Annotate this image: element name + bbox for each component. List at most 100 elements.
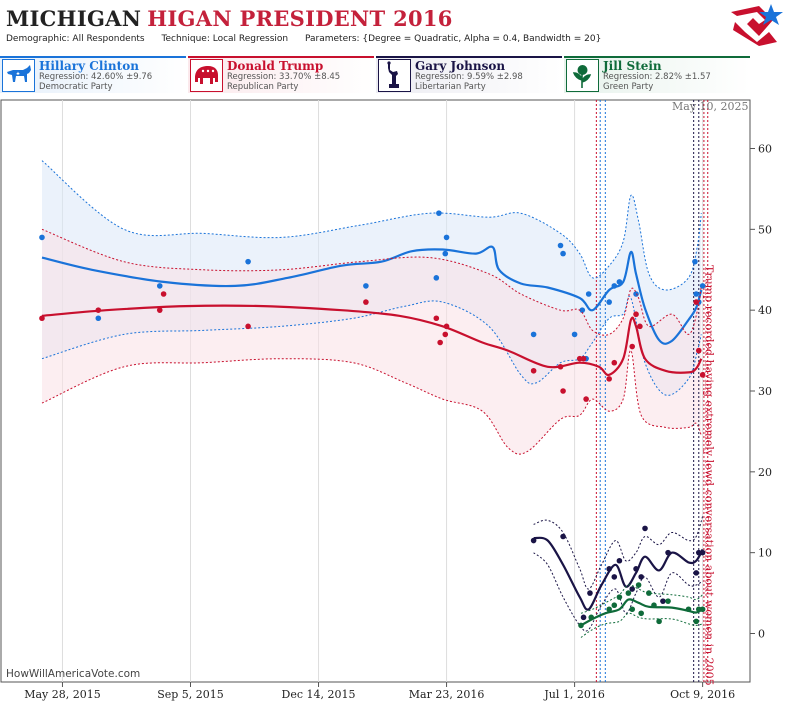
y-tick-label: 60 <box>758 143 772 156</box>
poll-point <box>699 283 706 289</box>
y-tick-label: 10 <box>758 547 772 560</box>
poll-point <box>629 343 636 350</box>
poll-point <box>95 307 102 313</box>
trend-line <box>580 598 704 627</box>
site-watermark: HowWillAmericaVote.com <box>6 668 141 680</box>
poll-point <box>583 396 589 402</box>
chart-header: MICHIGAN HIGAN PRESIDENT 2016 Demographic… <box>0 0 789 56</box>
candidate-party: Green Party <box>603 82 654 92</box>
poll-point <box>530 367 537 374</box>
poll-point <box>633 311 639 318</box>
poll-point <box>606 566 612 572</box>
candidate-party: Republican Party <box>227 82 299 92</box>
lower-bound-line <box>580 612 703 638</box>
poll-point <box>443 323 450 330</box>
poll-point <box>160 291 167 297</box>
poll-point <box>633 566 639 572</box>
poll-point <box>436 210 442 216</box>
candidate-regression: Regression: 33.70% ±8.45 <box>227 72 341 82</box>
current-date-label: May 10, 2025 <box>672 100 749 113</box>
poll-point <box>611 359 618 366</box>
poll-point <box>585 291 592 297</box>
poll-point <box>693 299 700 305</box>
lower-bound-line <box>533 552 703 632</box>
candidate-card-trump[interactable]: Donald Trump Regression: 33.70% ±8.45 Re… <box>188 56 374 93</box>
y-tick-label: 40 <box>758 304 772 317</box>
upper-bound-line <box>41 160 702 291</box>
poll-point <box>685 606 692 613</box>
poll-point <box>635 582 642 588</box>
chart-title: MICHIGAN HIGAN PRESIDENT 2016 <box>6 6 453 31</box>
x-tick-label: May 28, 2015 <box>24 688 101 701</box>
technique-label: Technique: Local Regression <box>161 34 289 44</box>
candidate-party: Libertarian Party <box>415 82 486 92</box>
poll-point <box>606 299 612 305</box>
poll-point <box>245 258 251 265</box>
poll-point <box>530 331 537 338</box>
x-tick-label: Dec 14, 2015 <box>282 688 356 701</box>
poll-point <box>578 622 584 629</box>
poll-point <box>616 594 623 600</box>
y-tick-label: 20 <box>758 466 772 479</box>
rose-flower-icon <box>566 59 599 92</box>
poll-point <box>637 323 643 330</box>
poll-point <box>363 283 369 289</box>
poll-point <box>611 283 618 289</box>
x-tick-label: Mar 23, 2016 <box>409 688 485 701</box>
poll-point <box>363 299 369 305</box>
candidate-party: Democratic Party <box>39 82 113 92</box>
poll-point <box>433 315 440 322</box>
candidate-regression: Regression: 9.59% ±2.98 <box>415 72 523 82</box>
poll-point <box>437 339 443 346</box>
poll-point <box>95 315 102 322</box>
candidate-card-johnson[interactable]: Gary Johnson Regression: 9.59% ±2.98 Lib… <box>376 56 562 93</box>
poll-point <box>629 586 636 592</box>
poll-point <box>442 250 449 257</box>
poll-point <box>695 347 702 354</box>
chart-parameters: Demographic: All Respondents Technique: … <box>6 34 615 44</box>
y-tick-label: 30 <box>758 385 772 398</box>
title-race: HIGAN PRESIDENT 2016 <box>147 6 453 31</box>
poll-point <box>606 606 612 613</box>
poll-point <box>642 525 648 532</box>
y-tick-label: 50 <box>758 223 772 236</box>
poll-point <box>442 331 449 338</box>
poll-point <box>576 355 583 362</box>
demographic-label: Demographic: All Respondents <box>6 34 145 44</box>
poll-point <box>530 537 537 544</box>
candidate-name: Hillary Clinton <box>39 59 139 73</box>
poll-point <box>695 606 702 613</box>
poll-point <box>443 234 450 241</box>
upper-bound-line <box>580 584 703 614</box>
candidate-regression: Regression: 42.60% ±9.76 <box>39 72 153 82</box>
candidate-name: Jill Stein <box>603 59 662 73</box>
poll-point <box>616 279 623 285</box>
x-tick-label: Jul 1, 2016 <box>543 688 605 701</box>
trend-line <box>41 304 703 377</box>
poll-point <box>606 376 612 382</box>
poll-chart: May 28, 2015 Sep 5, 2015 Dec 14, 2015 Mar 2… <box>0 99 772 701</box>
poll-point <box>693 291 700 297</box>
candidate-name: Gary Johnson <box>415 59 506 73</box>
poll-point <box>656 618 662 625</box>
poll-point <box>156 307 163 313</box>
poll-point <box>611 574 618 580</box>
poll-point <box>651 602 657 609</box>
poll-point <box>693 618 700 625</box>
donkey-icon <box>2 59 35 92</box>
liberty-statue-icon <box>378 59 411 92</box>
poll-point <box>638 574 644 580</box>
poll-point <box>557 363 564 370</box>
poll-point <box>39 234 45 241</box>
candidate-regression: Regression: 2.82% ±1.57 <box>603 72 711 82</box>
trend-line <box>41 245 703 345</box>
poll-point <box>638 610 644 617</box>
candidate-card-stein[interactable]: Jill Stein Regression: 2.82% ±1.57 Green… <box>564 56 750 93</box>
x-tick-label: Sep 5, 2015 <box>157 688 224 701</box>
poll-point <box>580 355 587 362</box>
poll-point <box>560 388 566 394</box>
poll-point <box>156 283 163 289</box>
poll-point <box>633 291 639 297</box>
poll-point <box>665 598 671 604</box>
candidate-card-clinton[interactable]: Hillary Clinton Regression: 42.60% ±9.76… <box>0 56 186 93</box>
